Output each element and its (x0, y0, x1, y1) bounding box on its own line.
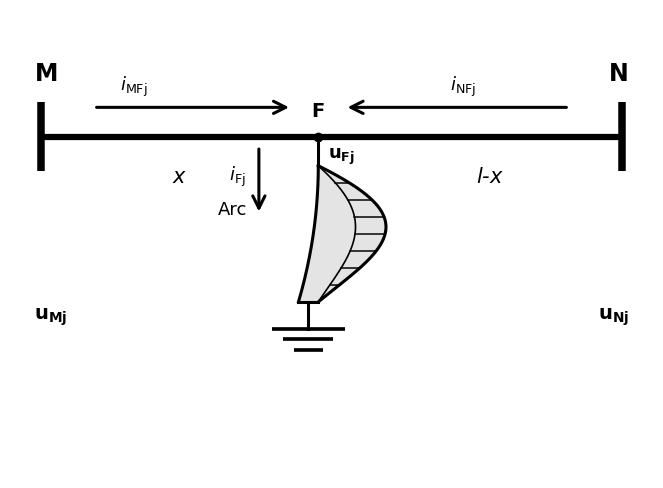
Text: $i_{\mathrm{NFj}}$: $i_{\mathrm{NFj}}$ (450, 74, 477, 99)
Text: Arc: Arc (217, 201, 247, 219)
Text: $l$-$x$: $l$-$x$ (476, 166, 504, 186)
Text: F: F (312, 102, 325, 120)
Text: $\mathbf{u}_{\mathbf{Nj}}$: $\mathbf{u}_{\mathbf{Nj}}$ (597, 306, 629, 327)
Text: $i_{\mathrm{MFj}}$: $i_{\mathrm{MFj}}$ (120, 74, 148, 99)
Text: $x$: $x$ (172, 166, 187, 186)
Text: $\mathbf{u}_{\mathbf{Mj}}$: $\mathbf{u}_{\mathbf{Mj}}$ (34, 306, 68, 327)
Text: $\mathbf{u}_{\mathbf{Fj}}$: $\mathbf{u}_{\mathbf{Fj}}$ (328, 147, 355, 167)
Text: N: N (609, 62, 629, 86)
Text: M: M (34, 62, 58, 86)
Text: $i_{\mathrm{Fj}}$: $i_{\mathrm{Fj}}$ (229, 164, 246, 188)
